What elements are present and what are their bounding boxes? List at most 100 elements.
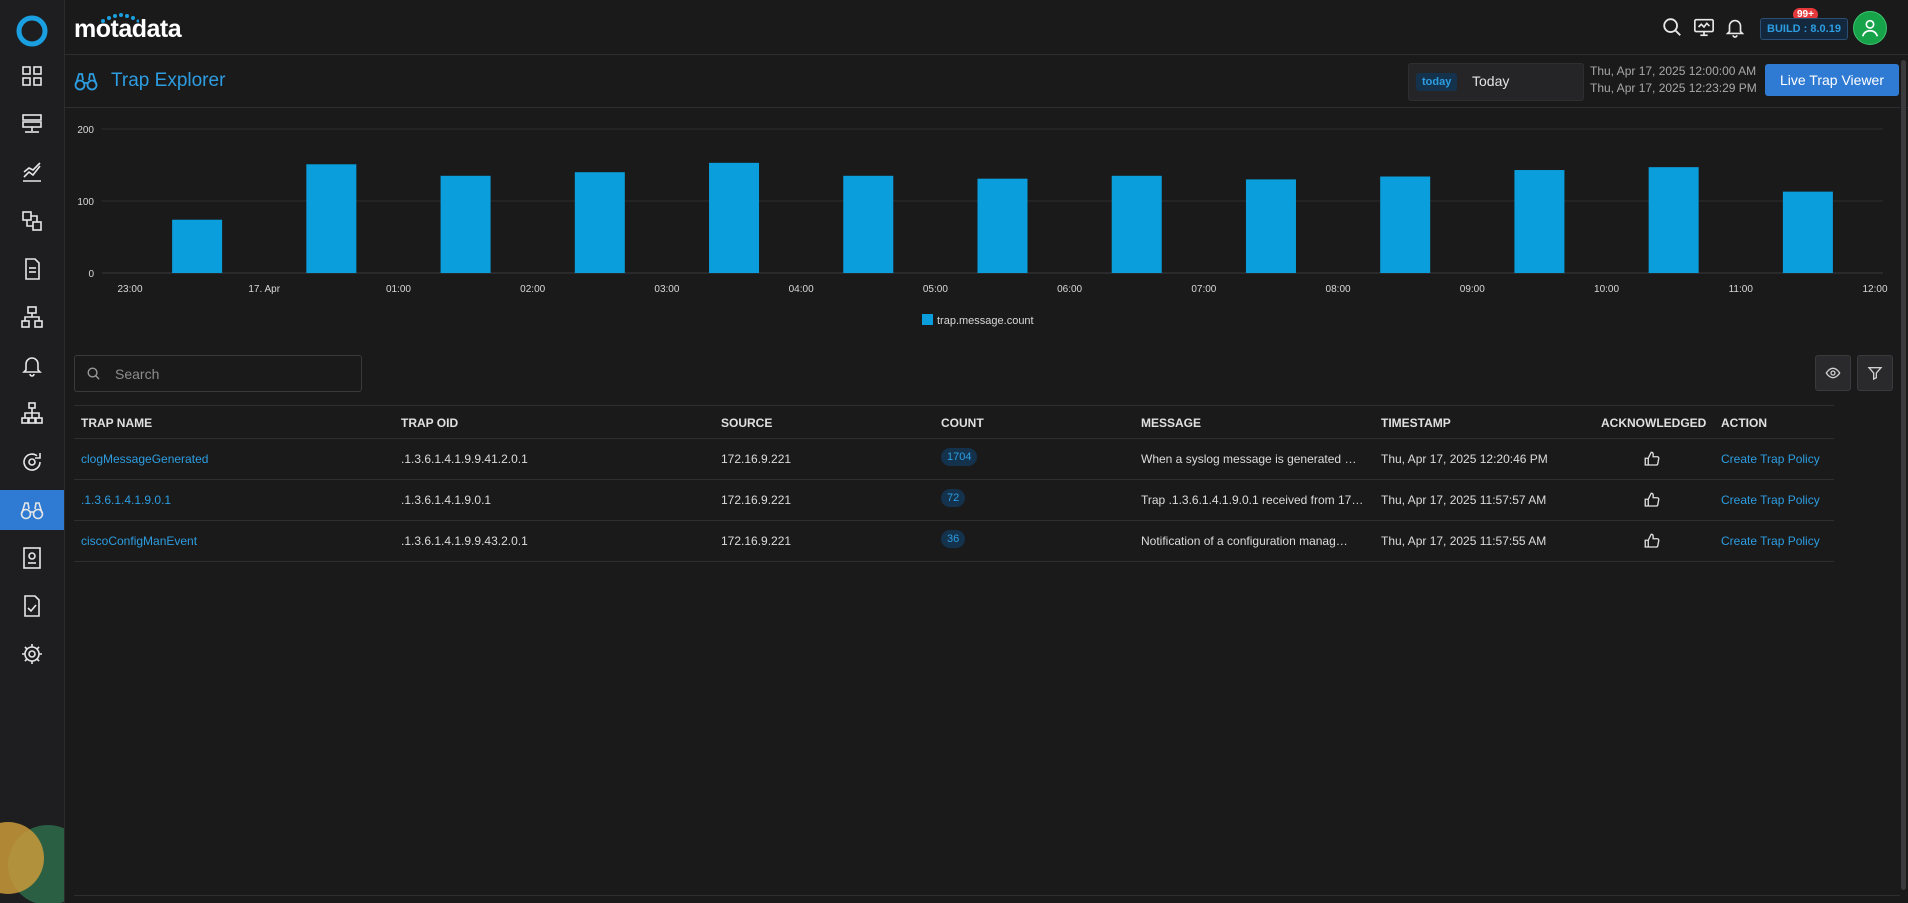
bar xyxy=(306,164,357,273)
time-range-picker[interactable]: today Today xyxy=(1408,63,1584,101)
trap-table: TRAP NAME TRAP OID SOURCE COUNT MESSAGE … xyxy=(74,405,1834,562)
metrics-chart-icon xyxy=(23,162,41,183)
legend-swatch xyxy=(922,314,933,325)
column-header-acknowledged[interactable]: ACKNOWLEDGED xyxy=(1601,416,1707,430)
y-tick-label: 100 xyxy=(77,197,94,208)
thumbs-up-icon[interactable] xyxy=(1643,450,1661,468)
column-header-trap-name[interactable]: TRAP NAME xyxy=(81,416,153,430)
notification-count-badge[interactable]: 99+ xyxy=(1793,8,1818,21)
sidebar-item-checklist[interactable] xyxy=(0,586,64,626)
sidebar-item-topology[interactable] xyxy=(0,201,64,241)
create-trap-policy-link[interactable]: Create Trap Policy xyxy=(1721,452,1820,466)
column-header-source[interactable]: SOURCE xyxy=(721,416,773,430)
time-range-chip: today xyxy=(1416,73,1458,91)
trap-oid: .1.3.6.1.4.1.9.0.1 xyxy=(401,493,492,507)
search-field[interactable] xyxy=(74,355,362,392)
trap-oid: .1.3.6.1.4.1.9.9.43.2.0.1 xyxy=(401,534,528,548)
count-badge: 72 xyxy=(941,489,966,507)
trap-timestamp: Thu, Apr 17, 2025 11:57:55 AM xyxy=(1381,534,1547,548)
trap-name-link[interactable]: .1.3.6.1.4.1.9.0.1 xyxy=(81,493,172,507)
decorative-circles-icon xyxy=(0,822,64,903)
column-header-timestamp[interactable]: TIMESTAMP xyxy=(1381,416,1451,430)
dashboard-icon xyxy=(22,66,42,86)
thumbs-up-icon[interactable] xyxy=(1643,532,1661,550)
legend-label: trap.message.count xyxy=(937,315,1034,327)
table-row: ciscoConfigManEvent .1.3.6.1.4.1.9.9.43.… xyxy=(74,521,1834,562)
sidebar-item-network-flow[interactable] xyxy=(0,297,64,337)
date-start: Thu, Apr 17, 2025 12:00:00 AM xyxy=(1590,64,1757,78)
x-tick-label: 05:00 xyxy=(923,284,948,295)
bar xyxy=(843,175,894,273)
sidebar-item-gear[interactable] xyxy=(0,634,64,674)
sidebar-item-metrics-chart[interactable] xyxy=(0,152,64,192)
x-tick-label: 06:00 xyxy=(1057,284,1082,295)
sidebar-item-binoculars[interactable] xyxy=(0,489,64,530)
trap-name-link[interactable]: clogMessageGenerated xyxy=(81,452,209,466)
search-input[interactable] xyxy=(113,362,352,386)
bar xyxy=(709,162,760,273)
count-badge: 36 xyxy=(941,530,966,548)
trap-name-link[interactable]: ciscoConfigManEvent xyxy=(81,534,198,548)
trap-oid: .1.3.6.1.4.1.9.9.41.2.0.1 xyxy=(401,452,528,466)
column-visibility-button[interactable] xyxy=(1815,355,1851,391)
create-trap-policy-link[interactable]: Create Trap Policy xyxy=(1721,493,1820,507)
filter-button[interactable] xyxy=(1857,355,1893,391)
count-badge: 1704 xyxy=(941,448,978,466)
bar xyxy=(977,178,1028,273)
bell-icon[interactable] xyxy=(1722,14,1748,40)
sidebar-item-server[interactable] xyxy=(0,104,64,144)
sync-settings-icon xyxy=(23,452,41,471)
x-tick-label: 08:00 xyxy=(1326,284,1351,295)
report-icon xyxy=(23,547,41,569)
trap-source: 172.16.9.221 xyxy=(721,452,792,466)
bar xyxy=(1245,179,1296,273)
page-title: Trap Explorer xyxy=(111,70,226,91)
x-tick-label: 02:00 xyxy=(520,284,545,295)
chart-svg: 0 100 200 23:00 17. Apr 01:00 02:00 03:00 04:00 0… xyxy=(77,125,1888,327)
bar xyxy=(1514,170,1565,273)
sidebar-item-bell[interactable] xyxy=(0,345,64,385)
sidebar-item-sync-settings[interactable] xyxy=(0,442,64,482)
app-logo-icon[interactable] xyxy=(16,15,48,47)
x-tick-label: 03:00 xyxy=(654,284,679,295)
x-tick-label: 09:00 xyxy=(1460,284,1485,295)
x-tick-label: 11:00 xyxy=(1729,284,1754,295)
bar xyxy=(1111,175,1162,273)
column-header-count[interactable]: COUNT xyxy=(941,416,984,430)
page-header: Trap Explorer today Today Thu, Apr 17, 2… xyxy=(65,55,1908,108)
monitor-icon[interactable] xyxy=(1691,14,1717,40)
hierarchy-icon xyxy=(21,402,43,425)
binoculars-icon xyxy=(74,73,98,91)
sidebar-item-report[interactable] xyxy=(0,538,64,578)
table-header: TRAP NAME TRAP OID SOURCE COUNT MESSAGE … xyxy=(74,405,1834,439)
live-trap-viewer-button[interactable]: Live Trap Viewer xyxy=(1765,64,1899,96)
bar xyxy=(172,219,223,273)
sidebar-item-dashboard[interactable] xyxy=(0,56,64,96)
top-header: motadata 99+ BUILD : 8.0.19 xyxy=(65,0,1908,55)
trap-count-chart: 0 100 200 23:00 17. Apr 01:00 02:00 03:00 04:00 0… xyxy=(65,110,1908,340)
eye-icon xyxy=(1825,367,1841,379)
create-trap-policy-link[interactable]: Create Trap Policy xyxy=(1721,534,1820,548)
sidebar-item-log-document[interactable] xyxy=(0,249,64,289)
y-tick-label: 0 xyxy=(88,269,94,280)
filter-icon xyxy=(1867,367,1883,381)
bar xyxy=(440,175,491,273)
page-scrollbar-thumb[interactable] xyxy=(1901,60,1906,890)
sidebar-item-hierarchy[interactable] xyxy=(0,393,64,433)
user-avatar[interactable] xyxy=(1853,11,1887,45)
search-icon[interactable] xyxy=(1659,14,1685,40)
checklist-icon xyxy=(24,595,40,617)
x-tick-label: 12:00 xyxy=(1862,284,1887,295)
trap-message: Notification of a configuration manag… xyxy=(1141,534,1348,548)
column-header-message[interactable]: MESSAGE xyxy=(1141,416,1202,430)
build-badge: BUILD : 8.0.19 xyxy=(1760,18,1848,40)
trap-timestamp: Thu, Apr 17, 2025 11:57:57 AM xyxy=(1381,493,1547,507)
bar xyxy=(1648,167,1699,273)
thumbs-up-icon[interactable] xyxy=(1643,491,1661,509)
binoculars-icon xyxy=(20,501,44,520)
column-header-action[interactable]: ACTION xyxy=(1721,416,1767,430)
brand-logo[interactable]: motadata xyxy=(74,15,182,43)
server-icon xyxy=(22,114,42,133)
column-header-trap-oid[interactable]: TRAP OID xyxy=(401,416,459,430)
date-end: Thu, Apr 17, 2025 12:23:29 PM xyxy=(1590,81,1757,95)
